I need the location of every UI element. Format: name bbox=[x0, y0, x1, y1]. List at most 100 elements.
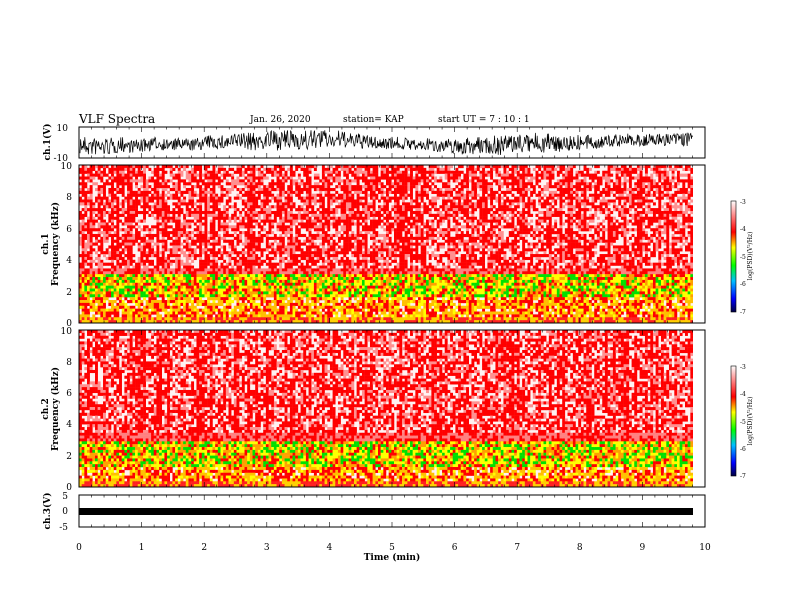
spectrogram-cell bbox=[250, 191, 253, 194]
spectrogram-cell bbox=[194, 294, 197, 297]
spectrogram-cell bbox=[183, 240, 186, 243]
spectrogram-cell bbox=[108, 254, 111, 257]
spectrogram-cell bbox=[100, 176, 103, 179]
spectrogram-cell bbox=[138, 297, 141, 300]
spectrogram-cell bbox=[175, 197, 178, 200]
spectrogram-cell bbox=[367, 214, 370, 217]
spectrogram-cell bbox=[343, 205, 346, 208]
spectrogram-cell bbox=[314, 254, 317, 257]
spectrogram-cell bbox=[226, 199, 229, 202]
spectrogram-cell bbox=[247, 271, 250, 274]
spectrogram-cell bbox=[333, 300, 336, 303]
spectrogram-cell bbox=[202, 234, 205, 237]
spectrogram-cell bbox=[317, 274, 320, 277]
spectrogram-cell bbox=[116, 268, 119, 271]
spectrogram-cell bbox=[301, 306, 304, 309]
spectrogram-cell bbox=[116, 217, 119, 220]
spectrogram-cell bbox=[167, 283, 170, 286]
spectrogram-cell bbox=[261, 260, 264, 263]
spectrogram-cell bbox=[351, 277, 354, 280]
spectrogram-cell bbox=[100, 306, 103, 309]
spectrogram-cell bbox=[108, 280, 111, 283]
spectrogram-cell bbox=[92, 211, 95, 214]
spectrogram-cell bbox=[301, 277, 304, 280]
spectrogram-cell bbox=[175, 194, 178, 197]
spectrogram-cell bbox=[87, 176, 90, 179]
spectrogram-cell bbox=[266, 257, 269, 260]
spectrogram-cell bbox=[351, 263, 354, 266]
spectrogram-cell bbox=[127, 271, 130, 274]
spectrogram-cell bbox=[207, 283, 210, 286]
spectrogram-cell bbox=[90, 254, 93, 257]
spectrogram-cell bbox=[95, 263, 98, 266]
spectrogram-cell bbox=[191, 266, 194, 269]
spectrogram-cell bbox=[199, 202, 202, 205]
spectrogram-cell bbox=[82, 297, 85, 300]
spectrogram-cell bbox=[303, 174, 306, 177]
spectrogram-cell bbox=[239, 314, 242, 317]
spectrogram-cell bbox=[311, 291, 314, 294]
spectrogram-cell bbox=[365, 248, 368, 251]
spectrogram-cell bbox=[122, 234, 125, 237]
spectrogram-cell bbox=[229, 199, 232, 202]
spectrogram-cell bbox=[306, 303, 309, 306]
spectrogram-cell bbox=[156, 185, 159, 188]
spectrogram-cell bbox=[343, 309, 346, 312]
spectrogram-cell bbox=[335, 286, 338, 289]
spectrogram-cell bbox=[212, 220, 215, 223]
spectrogram-cell bbox=[132, 208, 135, 211]
spectrogram-cell bbox=[116, 254, 119, 257]
spectrogram-cell bbox=[114, 205, 117, 208]
spectrogram-cell bbox=[269, 245, 272, 248]
spectrogram-cell bbox=[100, 214, 103, 217]
spectrogram-cell bbox=[82, 303, 85, 306]
spectrogram-cell bbox=[261, 248, 264, 251]
spectrogram-cell bbox=[250, 222, 253, 225]
spectrogram-cell bbox=[180, 208, 183, 211]
spectrogram-cell bbox=[132, 317, 135, 320]
spectrogram-cell bbox=[245, 168, 248, 171]
spectrogram-cell bbox=[309, 260, 312, 263]
spectrogram-cell bbox=[95, 208, 98, 211]
spectrogram-cell bbox=[162, 309, 165, 312]
spectrogram-cell bbox=[103, 263, 106, 266]
spectrogram-cell bbox=[156, 168, 159, 171]
spectrogram-cell bbox=[231, 257, 234, 260]
spectrogram-cell bbox=[287, 268, 290, 271]
spectrogram-cell bbox=[116, 312, 119, 315]
spectrogram-cell bbox=[314, 248, 317, 251]
spectrogram-cell bbox=[178, 205, 181, 208]
spectrogram-cell bbox=[247, 228, 250, 231]
spectrogram-cell bbox=[100, 297, 103, 300]
spectrogram-cell bbox=[311, 185, 314, 188]
spectrogram-cell bbox=[178, 199, 181, 202]
spectrogram-cell bbox=[349, 191, 352, 194]
spectrogram-cell bbox=[178, 280, 181, 283]
spectrogram-cell bbox=[333, 171, 336, 174]
spectrogram-cell bbox=[212, 312, 215, 315]
spectrogram-cell bbox=[298, 268, 301, 271]
spectrogram-cell bbox=[191, 188, 194, 191]
spectrogram-cell bbox=[183, 297, 186, 300]
spectrogram-cell bbox=[191, 194, 194, 197]
spectrogram-cell bbox=[175, 174, 178, 177]
spectrogram-cell bbox=[172, 260, 175, 263]
spectrogram-cell bbox=[239, 225, 242, 228]
spectrogram-cell bbox=[237, 176, 240, 179]
spectrogram-cell bbox=[138, 283, 141, 286]
spectrogram-cell bbox=[183, 231, 186, 234]
spectrogram-cell bbox=[95, 240, 98, 243]
spectrogram-cell bbox=[220, 228, 223, 231]
spectrogram-cell bbox=[375, 245, 378, 248]
spectrogram-cell bbox=[186, 234, 189, 237]
spectrogram-cell bbox=[370, 303, 373, 306]
spectrogram-cell bbox=[319, 297, 322, 300]
spectrogram-cell bbox=[261, 240, 264, 243]
spectrogram-cell bbox=[186, 291, 189, 294]
spectrogram-cell bbox=[298, 240, 301, 243]
spectrogram-cell bbox=[95, 197, 98, 200]
spectrogram-cell bbox=[309, 225, 312, 228]
spectrogram-cell bbox=[82, 171, 85, 174]
spectrogram-cell bbox=[140, 283, 143, 286]
spectrogram-cell bbox=[253, 231, 256, 234]
